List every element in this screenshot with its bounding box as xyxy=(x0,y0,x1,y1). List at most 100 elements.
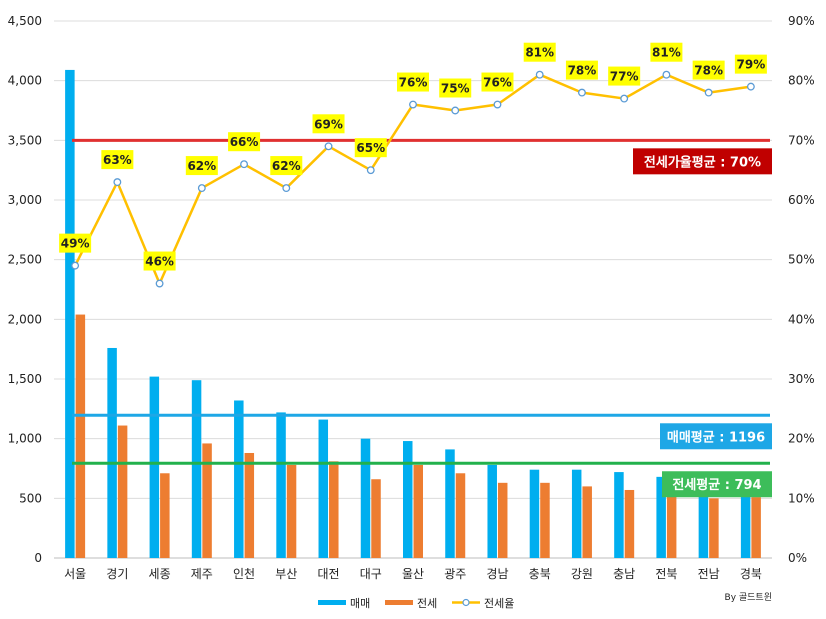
data-label: 76% xyxy=(483,76,512,90)
data-label-box xyxy=(185,156,218,176)
bar-전세 xyxy=(202,443,212,558)
bar-매매 xyxy=(360,438,371,558)
data-label: 78% xyxy=(568,64,597,78)
data-label: 79% xyxy=(737,58,766,72)
bar-매매 xyxy=(571,469,582,558)
reference-label-box-전세평균 xyxy=(662,471,772,498)
credit-text: By 골드트윈 xyxy=(725,592,772,603)
data-label-box xyxy=(312,114,345,134)
bar-매매 xyxy=(403,441,413,558)
bar-매매 xyxy=(656,476,666,558)
bar-전세 xyxy=(624,489,635,558)
data-label: 62% xyxy=(272,159,301,173)
line-point xyxy=(324,142,333,151)
category-label: 대전 xyxy=(317,567,339,581)
bar-전세 xyxy=(455,473,466,558)
bar-전세 xyxy=(286,464,297,558)
category-label: 인천 xyxy=(233,566,255,581)
line-point xyxy=(493,100,502,109)
right-tick-label: 60% xyxy=(788,193,815,207)
bar-전세 xyxy=(329,461,339,558)
right-tick-label: 0% xyxy=(788,551,807,565)
data-label: 66% xyxy=(230,135,259,149)
reference-label-전세평균: 전세평균 : 794 xyxy=(672,477,761,493)
bar-전세 xyxy=(540,482,550,558)
legend-label-매매: 매매 xyxy=(350,597,370,610)
bar-매매 xyxy=(698,486,709,558)
bar-매매 xyxy=(614,472,624,558)
category-label: 전북 xyxy=(655,567,677,581)
right-tick-label: 70% xyxy=(788,133,815,147)
data-label-box xyxy=(397,72,429,92)
bar-매매 xyxy=(487,464,497,558)
bar-매매 xyxy=(107,347,117,558)
left-tick-label: 2,500 xyxy=(8,253,42,267)
data-label-box xyxy=(270,156,303,176)
line-point xyxy=(704,88,713,97)
bar-매매 xyxy=(276,412,286,558)
line-point xyxy=(113,178,122,187)
category-label: 경북 xyxy=(740,567,762,581)
reference-label-매매평균: 매매평균 : 1196 xyxy=(667,429,765,445)
data-label: 49% xyxy=(61,237,90,251)
data-label-box xyxy=(734,54,767,74)
category-label: 서울 xyxy=(64,567,86,581)
category-label: 충남 xyxy=(613,567,635,581)
line-point xyxy=(746,82,755,91)
left-tick-label: 3,500 xyxy=(8,133,42,147)
data-label-box xyxy=(101,150,134,170)
data-label-box xyxy=(228,132,261,152)
bar-매매 xyxy=(445,449,455,558)
bar-매매 xyxy=(234,400,244,558)
data-label-box xyxy=(692,60,725,80)
line-point xyxy=(409,100,417,109)
bar-매매 xyxy=(318,419,329,558)
category-label: 부산 xyxy=(275,567,297,581)
category-label: 대구 xyxy=(360,567,382,581)
right-tick-label: 40% xyxy=(788,312,815,326)
line-point xyxy=(155,279,164,288)
bar-전세 xyxy=(160,473,170,558)
legend-label-전세: 전세 xyxy=(417,597,437,610)
category-label: 광주 xyxy=(444,567,466,581)
data-label-box xyxy=(481,72,514,92)
line-point xyxy=(366,166,375,175)
line-point xyxy=(282,184,291,193)
bar-전세 xyxy=(666,488,677,558)
data-label: 75% xyxy=(441,82,470,96)
data-label-box xyxy=(439,78,472,98)
data-label: 76% xyxy=(399,76,428,90)
right-tick-label: 50% xyxy=(788,253,815,267)
category-label: 전남 xyxy=(698,567,720,581)
line-point xyxy=(240,160,249,169)
bar-매매 xyxy=(529,469,540,558)
category-label: 경남 xyxy=(486,567,508,581)
data-label-box xyxy=(565,60,598,80)
data-label-box xyxy=(59,233,92,253)
data-label: 63% xyxy=(103,153,132,167)
left-tick-label: 1,000 xyxy=(8,432,42,446)
bar-전세 xyxy=(413,464,423,558)
bar-매매 xyxy=(740,486,751,558)
reference-label-전세가율평균: 전세가율평균 : 70% xyxy=(644,154,761,170)
legend-marker-전세율 xyxy=(462,598,470,607)
data-label: 81% xyxy=(525,46,554,60)
line-point xyxy=(451,106,460,115)
category-label: 울산 xyxy=(402,567,424,581)
category-label: 제주 xyxy=(191,567,213,581)
bar-매매 xyxy=(65,69,75,558)
right-tick-label: 90% xyxy=(788,14,815,28)
category-label: 충북 xyxy=(529,567,551,581)
bar-매매 xyxy=(191,380,202,558)
reference-label-box-전세가율평균 xyxy=(633,148,772,175)
left-tick-label: 1,500 xyxy=(8,372,42,386)
right-tick-label: 30% xyxy=(788,372,815,386)
bar-전세 xyxy=(371,479,381,558)
category-label: 세종 xyxy=(149,567,171,581)
data-label: 81% xyxy=(652,46,681,60)
legend-swatch-매매 xyxy=(318,600,346,605)
right-tick-label: 20% xyxy=(788,432,815,446)
bar-전세 xyxy=(244,452,255,558)
line-point xyxy=(620,94,629,103)
